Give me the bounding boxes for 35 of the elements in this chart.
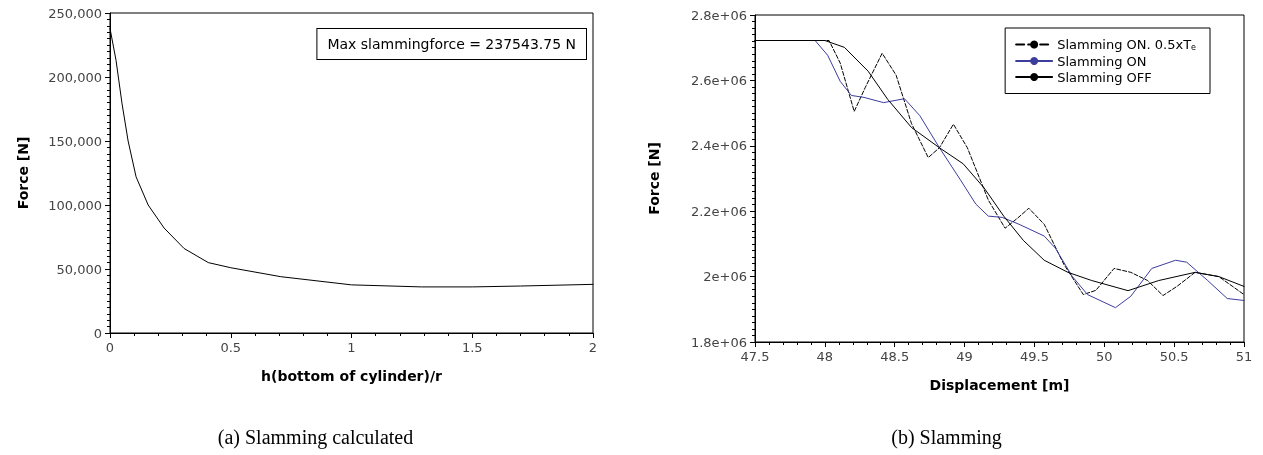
y-tick-label: 150,000: [48, 133, 102, 149]
y-tick-label: 2.2e+06: [690, 203, 747, 219]
text: (b) Slamming: [891, 426, 1002, 449]
legend-label: Slamming ON: [1057, 53, 1147, 69]
x-axis-title: Displacement [m]: [929, 377, 1070, 393]
y-tick-label: 2.4e+06: [690, 138, 747, 154]
x-tick-label: 50.5: [1159, 349, 1189, 364]
x-tick-label: 51: [1235, 349, 1253, 364]
x-tick-label: 50: [1096, 349, 1113, 364]
x-tick-label: 0.5: [220, 340, 242, 355]
y-tick-label: 0: [93, 325, 102, 341]
x-tick-label: 48.5: [880, 349, 910, 364]
x-tick-label: 0: [105, 340, 115, 355]
x-tick-label: 47.5: [740, 349, 770, 364]
x-tick-label: 49.5: [1019, 349, 1049, 364]
y-tick-label: 2.8e+06: [690, 7, 747, 23]
legend-label: Slamming ON. 0.5xTe: [1057, 37, 1197, 52]
y-axis-title: Force [N]: [15, 136, 31, 210]
x-tick-label: 1: [347, 340, 356, 355]
x-tick-label: 48: [816, 349, 834, 364]
text: (a) Slamming calculated: [217, 426, 414, 449]
y-tick-label: 1.8e+06: [690, 334, 747, 350]
x-tick-label: 2: [588, 340, 598, 355]
y-tick-label: 200,000: [48, 69, 102, 85]
y-tick-label: 250,000: [48, 5, 102, 21]
y-tick-label: 2.6e+06: [690, 72, 747, 88]
annotation: Max slammingforce = 237543.75 N: [327, 36, 577, 52]
y-axis-title: Force [N]: [646, 142, 662, 215]
y-tick-label: 2e+06: [703, 269, 747, 285]
y-tick-label: 50,000: [56, 261, 102, 277]
x-tick-label: 49: [956, 349, 973, 364]
x-axis-title: h(bottom of cylinder)/r: [261, 368, 443, 384]
x-tick-label: 1.5: [461, 340, 483, 355]
legend-label: Slamming OFF: [1057, 69, 1152, 85]
y-tick-label: 100,000: [48, 197, 102, 213]
